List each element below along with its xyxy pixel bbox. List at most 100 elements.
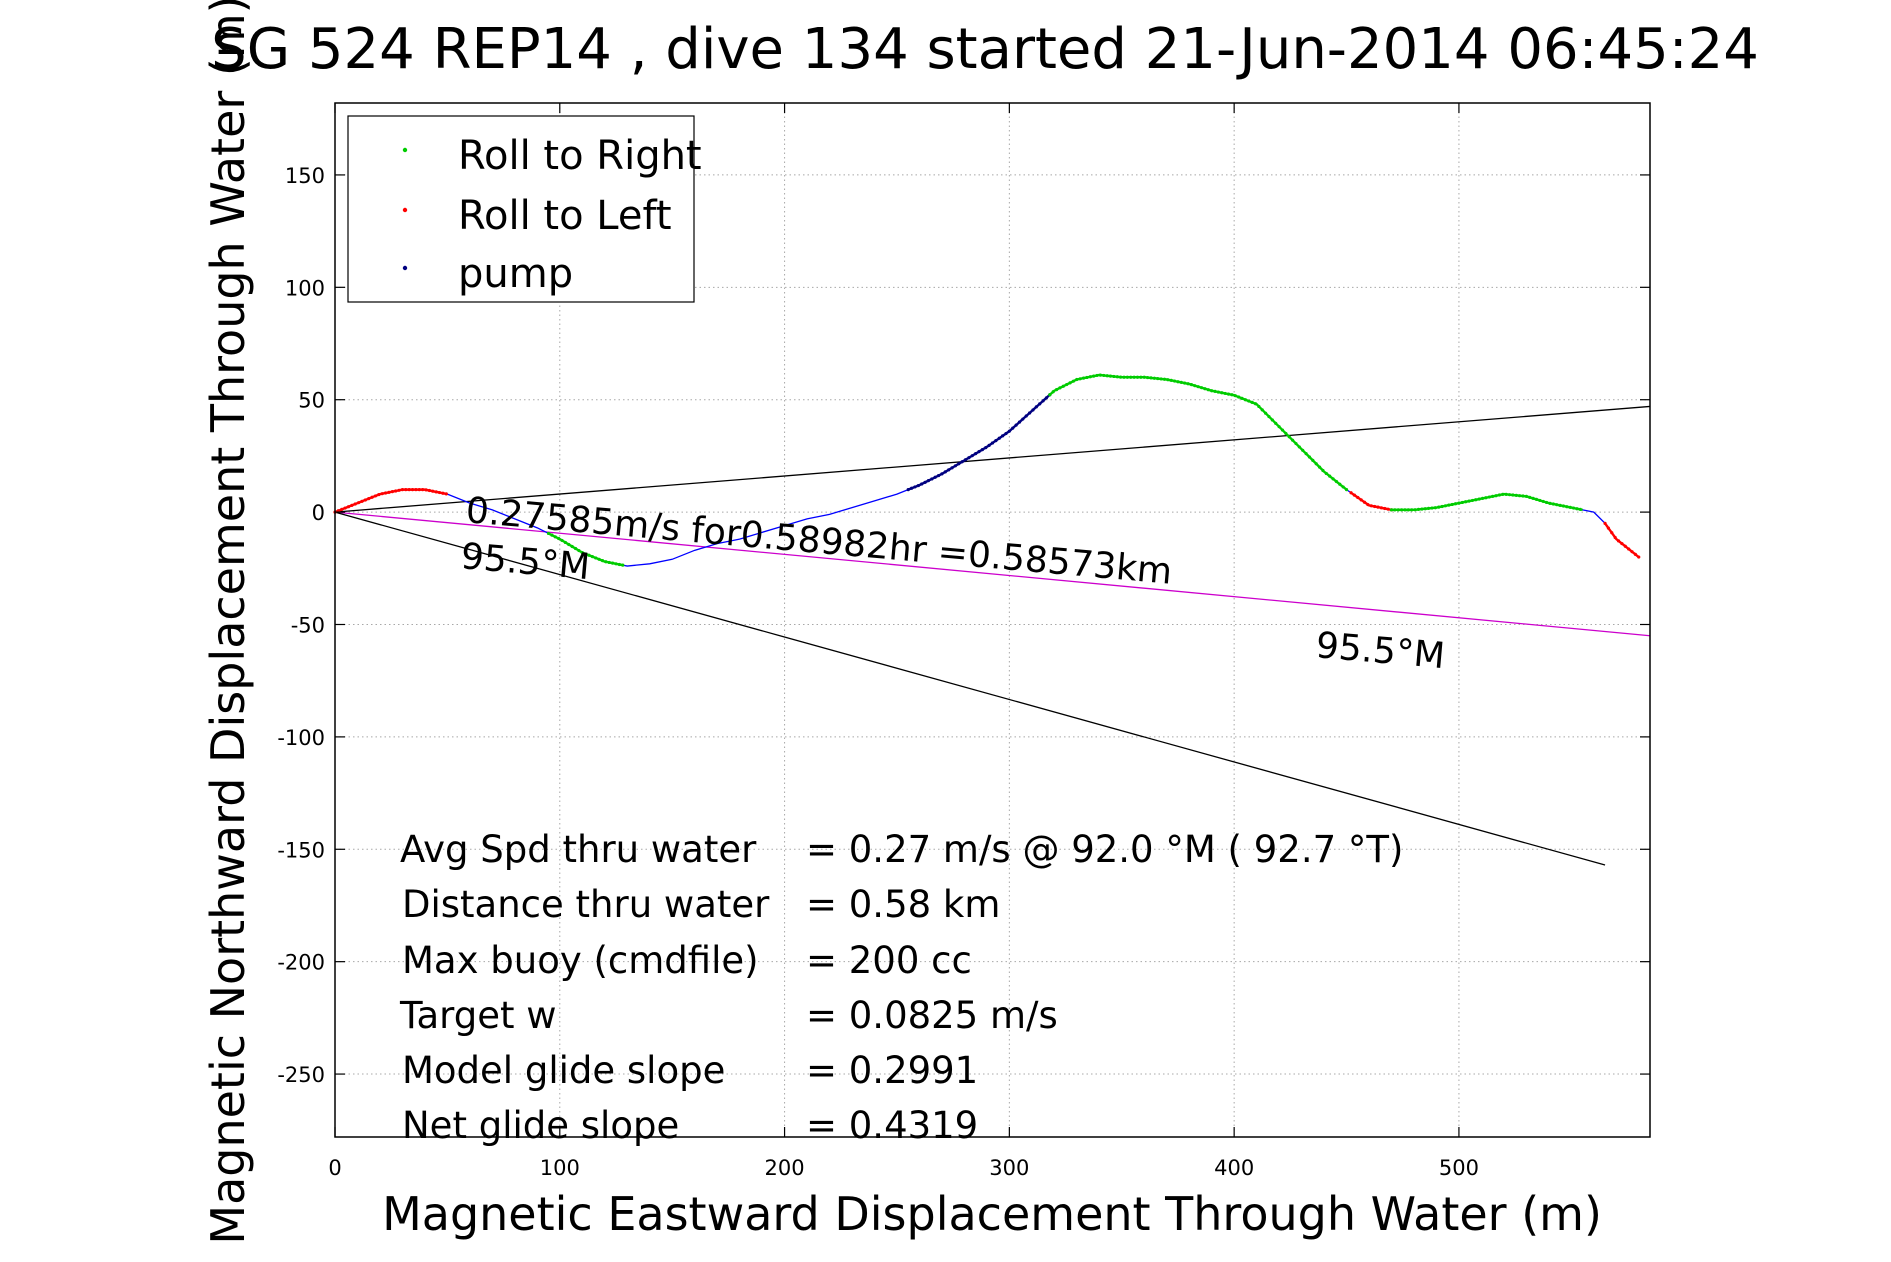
stat-value-avg-speed: = 0.27 m/s @ 92.0 °M ( 92.7 °T) <box>806 828 1403 871</box>
segment-point <box>1169 378 1173 382</box>
segment-point <box>1403 508 1407 512</box>
segment-point <box>1186 382 1190 386</box>
segment-point <box>437 490 442 495</box>
segment-point <box>1011 426 1015 430</box>
segment-point <box>563 540 568 545</box>
segment-point <box>417 488 421 492</box>
segment-point <box>926 479 931 483</box>
segment-point <box>434 490 438 494</box>
reference-line <box>334 511 1606 866</box>
segment-point <box>400 488 405 492</box>
segment-point <box>1474 498 1478 502</box>
segment-point <box>920 482 924 486</box>
segment-point <box>1555 503 1559 507</box>
segment-point <box>953 464 958 468</box>
segment-roll-to-left <box>1603 521 1641 559</box>
x-tick-label: 0 <box>328 1156 341 1180</box>
segment-point <box>1534 497 1539 502</box>
stat-label-avg-speed: Avg Spd thru water <box>400 828 757 871</box>
segment-point <box>357 501 361 505</box>
stat-value-target-w: = 0.0825 m/s <box>806 994 1058 1037</box>
segment-point <box>390 490 394 494</box>
segment-point <box>1334 479 1339 484</box>
segment-point <box>444 492 448 496</box>
stat-label-max-buoy: Max buoy (cmdfile) <box>402 939 759 982</box>
reference-line <box>334 511 1651 637</box>
segment-point <box>397 488 401 492</box>
reference-lines <box>334 405 1651 866</box>
segment-point <box>577 548 581 553</box>
segment-point <box>1521 494 1525 498</box>
segment-point <box>380 492 384 496</box>
segment-point <box>1260 408 1264 412</box>
segment-point <box>570 544 574 549</box>
y-tick-label: 50 <box>298 389 325 413</box>
segment-point <box>1031 408 1035 412</box>
segment-point <box>617 562 621 567</box>
segment-point <box>594 556 598 560</box>
segment-point <box>1544 500 1549 505</box>
segment-point <box>1078 377 1082 381</box>
segment-point <box>963 458 968 462</box>
segment-point <box>943 470 947 474</box>
segment-point <box>343 506 347 510</box>
segment-point <box>1558 503 1562 507</box>
segment-point <box>1081 376 1086 380</box>
segment-point <box>1467 499 1471 503</box>
y-tick-label: -250 <box>277 1063 325 1087</box>
segment-point <box>1290 438 1295 442</box>
segment-point <box>1061 384 1065 388</box>
segment-point <box>1610 531 1614 535</box>
segment-point <box>1453 502 1458 506</box>
segment-point <box>1243 398 1247 402</box>
segment-point <box>607 560 611 565</box>
segment-roll-to-left <box>333 488 448 514</box>
stat-label-distance: Distance thru water <box>402 883 770 926</box>
segment-point <box>604 560 608 564</box>
segment-point <box>1125 375 1129 379</box>
segment-point <box>1531 496 1535 500</box>
segment-point <box>980 448 984 452</box>
segment-point <box>1051 390 1055 394</box>
segment-point <box>1156 376 1160 381</box>
segment-point <box>1359 498 1363 502</box>
segment-point <box>363 498 367 502</box>
segment-point <box>1115 375 1119 379</box>
segment-roll-to-right <box>1389 492 1583 512</box>
y-tick-label: -100 <box>277 726 325 750</box>
plot-frame <box>334 102 1651 1138</box>
segment-point <box>1284 431 1288 436</box>
segment-point <box>387 490 391 494</box>
segment-point <box>950 466 954 470</box>
segment-point <box>1307 455 1312 459</box>
stats-block: Avg Spd thru water = 0.27 m/s @ 92.0 °M … <box>399 828 1403 1147</box>
segment-point <box>1491 494 1495 498</box>
segment-point <box>1426 506 1431 510</box>
segment-point <box>1383 506 1387 511</box>
segment-point <box>1280 428 1285 432</box>
segment-point <box>611 561 615 565</box>
segment-point <box>1511 493 1515 497</box>
stat-label-net-glide: Net glide slope <box>402 1104 679 1147</box>
segment-point <box>1001 434 1005 438</box>
segment-point <box>1102 373 1106 378</box>
segment-point <box>1216 390 1221 394</box>
y-tick-label: 150 <box>285 164 325 188</box>
segment-point <box>1206 388 1210 392</box>
segment-point <box>1159 377 1163 381</box>
segment-point <box>1366 502 1370 507</box>
segment-point <box>1034 405 1038 409</box>
segment-point <box>1021 417 1025 421</box>
segment-point <box>1575 507 1579 511</box>
segment-point <box>977 450 981 454</box>
segment-point <box>1497 493 1501 497</box>
segment-point <box>916 483 920 488</box>
segment-point <box>1027 411 1032 415</box>
segment-point <box>1004 431 1008 436</box>
legend-label-pump: pump <box>458 251 573 297</box>
segment-point <box>1210 389 1214 393</box>
y-tick-label: -50 <box>291 613 325 637</box>
segment-point <box>1304 452 1308 456</box>
segment-point <box>1376 505 1380 509</box>
segment-point <box>1007 429 1011 433</box>
